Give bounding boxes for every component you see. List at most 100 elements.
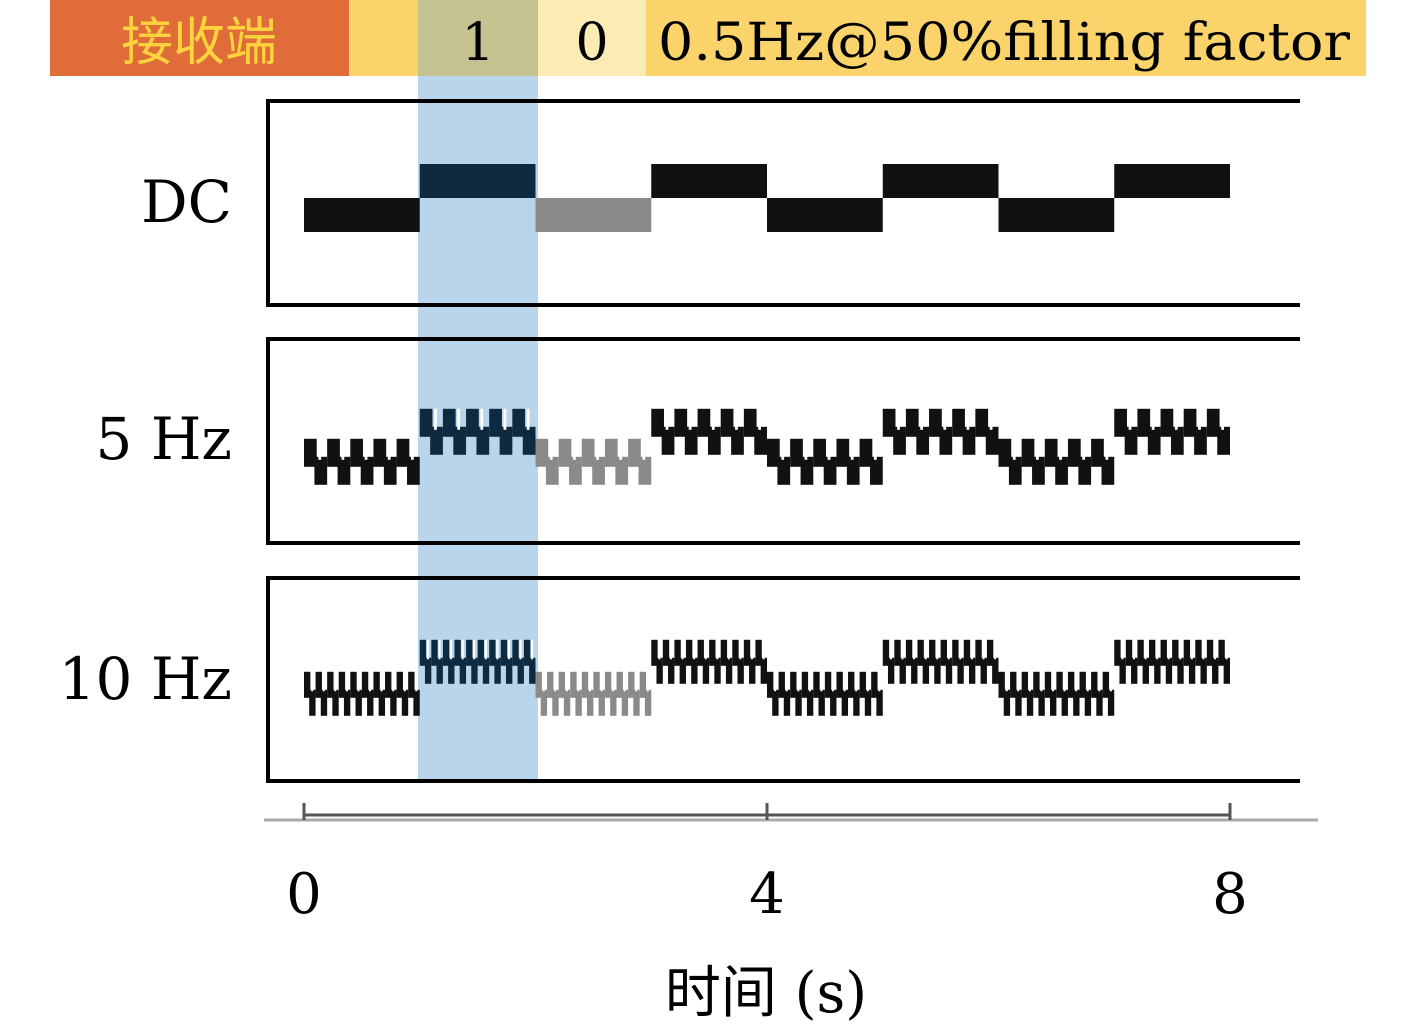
trace-gap bbox=[670, 639, 673, 660]
trace-gap bbox=[1174, 408, 1178, 430]
trace-gap bbox=[943, 408, 947, 430]
trace-pulse-high bbox=[373, 671, 380, 698]
trace-gap bbox=[369, 671, 372, 692]
trace-gap bbox=[646, 671, 649, 692]
trace-gap bbox=[897, 408, 900, 430]
trace-pulse-low bbox=[499, 426, 513, 455]
trace-segment bbox=[882, 639, 999, 684]
trace-gap bbox=[612, 671, 615, 692]
trace-segment bbox=[767, 671, 883, 716]
trace-pulse-high bbox=[1010, 671, 1017, 698]
trace-pulse-low bbox=[962, 426, 976, 455]
series-label-10hz: 10 Hz bbox=[59, 645, 232, 713]
trace-gap bbox=[480, 408, 484, 430]
trace-pulse-low bbox=[633, 689, 640, 716]
trace-gap bbox=[1133, 639, 1136, 660]
trace-gap bbox=[843, 671, 846, 692]
trace-pulse-high bbox=[1021, 438, 1035, 467]
trace-pulse-high bbox=[1102, 671, 1110, 698]
trace-pulse-high bbox=[361, 671, 369, 698]
trace-pulse-high bbox=[778, 671, 785, 698]
trace-pulse-low bbox=[1223, 657, 1230, 684]
trace-pulse-high bbox=[1125, 639, 1133, 666]
trace-pulse-low bbox=[1032, 456, 1045, 485]
trace-pulse-low bbox=[1147, 426, 1161, 455]
trace-pulse-low bbox=[691, 657, 698, 684]
trace-pulse-high bbox=[419, 408, 433, 437]
panel-frame bbox=[266, 337, 1300, 545]
trace-pulse-low bbox=[934, 657, 941, 684]
trace-gap bbox=[1190, 639, 1193, 660]
trace-gap bbox=[693, 639, 696, 660]
trace-pulse-high bbox=[396, 438, 410, 467]
signal-description: 0.5Hz@50%filling factor bbox=[658, 13, 1350, 73]
trace-pulse-low bbox=[1194, 426, 1207, 455]
trace-gap bbox=[1040, 671, 1043, 692]
trace-gap bbox=[554, 671, 557, 692]
bit-zero-label: 0 bbox=[575, 13, 608, 73]
trace-pulse-low bbox=[656, 657, 663, 684]
trace-pulse-high bbox=[1091, 438, 1104, 467]
series-label-5hz: 5 Hz bbox=[96, 405, 232, 473]
trace-pulse-high bbox=[674, 408, 688, 437]
trace-gap bbox=[1051, 671, 1054, 692]
trace-segment bbox=[1114, 639, 1230, 684]
trace-pulse-low bbox=[707, 426, 721, 455]
panel-frame bbox=[266, 576, 1300, 783]
trace-pulse-high bbox=[975, 639, 982, 666]
trace-gap bbox=[600, 671, 603, 692]
trace-pulse-low bbox=[945, 657, 953, 684]
x-axis-label: 时间 (s) bbox=[665, 961, 867, 1026]
trace-pulse-high bbox=[709, 639, 716, 666]
trace-pulse-low bbox=[407, 456, 420, 485]
trace-pulse-low bbox=[615, 456, 629, 485]
trace-pulse-high bbox=[1160, 408, 1174, 437]
trace-pulse-high bbox=[998, 438, 1012, 467]
trace-pulse-high bbox=[489, 639, 496, 666]
trace-pulse-high bbox=[720, 639, 728, 666]
trace-pulse-high bbox=[628, 671, 635, 698]
trace-gap bbox=[994, 639, 997, 660]
trace-gap bbox=[1036, 438, 1039, 460]
trace-gap bbox=[1082, 438, 1086, 460]
trace-gap bbox=[450, 639, 453, 660]
trace-pulse-low bbox=[668, 657, 675, 684]
trace-pulse-low bbox=[1050, 689, 1057, 716]
trace-pulse-low bbox=[522, 426, 536, 455]
trace-gap bbox=[681, 639, 684, 660]
trace-pulse-low bbox=[529, 657, 536, 684]
trace-pulse-low bbox=[870, 456, 883, 485]
trace-gap bbox=[739, 639, 742, 660]
trace-pulse-high bbox=[512, 639, 519, 666]
trace-pulse-low bbox=[471, 657, 478, 684]
trace-pulse-low bbox=[1078, 456, 1092, 485]
x-ticks: 0 4 8 bbox=[286, 803, 1248, 927]
trace-pulse-low bbox=[1003, 689, 1011, 716]
trace-gap bbox=[1214, 639, 1217, 660]
trace-pulse-high bbox=[1091, 671, 1098, 698]
trace-gap bbox=[623, 671, 626, 692]
trace-pulse-low bbox=[1015, 689, 1022, 716]
trace-pulse-high bbox=[894, 639, 901, 666]
x-tick-label: 4 bbox=[749, 862, 785, 927]
trace-pulse-low bbox=[360, 456, 374, 485]
trace-gap bbox=[1221, 408, 1224, 430]
trace-gap bbox=[322, 671, 325, 692]
trace-pulse-high bbox=[801, 671, 809, 698]
bit-zero-bg bbox=[538, 0, 646, 76]
trace-gap bbox=[781, 438, 785, 460]
trace-pulse-low bbox=[413, 689, 420, 716]
trace-gap bbox=[866, 671, 869, 692]
trace-gap bbox=[311, 671, 314, 692]
trace-pulse-high bbox=[1137, 408, 1151, 437]
trace-pulse-high bbox=[813, 438, 827, 467]
trace-pulse-high bbox=[1206, 639, 1214, 666]
trace-gap bbox=[596, 438, 599, 460]
trace-gap bbox=[1225, 639, 1228, 660]
trace-pulse-low bbox=[876, 689, 883, 716]
trace-pulse-high bbox=[963, 639, 971, 666]
trace-pulse-low bbox=[922, 657, 930, 684]
trace-pulse-low bbox=[592, 456, 605, 485]
trace-pulse-low bbox=[1177, 657, 1184, 684]
trace-pulse-low bbox=[309, 689, 316, 716]
